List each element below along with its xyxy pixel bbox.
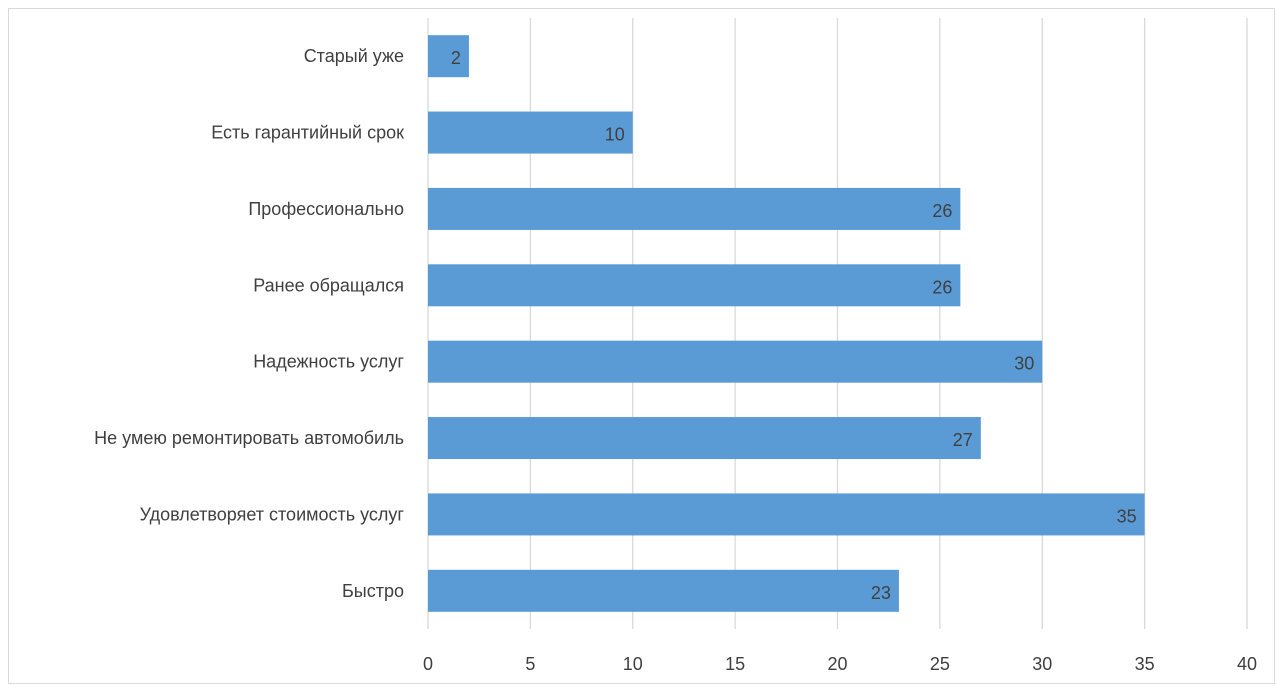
x-tick-label: 5 [525,654,535,674]
x-tick-label: 35 [1135,654,1155,674]
data-label: 35 [1117,506,1137,526]
x-tick-label: 40 [1237,654,1257,674]
category-label: Не умею ремонтировать автомобиль [94,428,404,448]
bar [428,340,1043,383]
grid-lines [427,18,1248,629]
data-label: 2 [451,48,461,68]
category-label: Профессионально [248,199,404,219]
data-label: 27 [953,430,973,450]
bar [428,264,961,307]
bar [428,493,1145,536]
chart-frame [8,8,1275,684]
x-tick-label: 15 [725,654,745,674]
x-tick-label: 0 [423,654,433,674]
x-tick-label: 25 [930,654,950,674]
x-tick-label: 30 [1032,654,1052,674]
bar [428,35,469,78]
bar [428,111,633,154]
bar [428,187,961,230]
category-label: Быстро [342,581,404,601]
category-label: Ранее обращался [253,275,404,295]
data-label: 26 [932,201,952,221]
category-label: Удовлетворяет стоимость услуг [140,504,405,524]
bars [428,35,1145,612]
x-tick-label: 10 [623,654,643,674]
category-label: Есть гарантийный срок [211,123,404,143]
data-label: 26 [932,277,952,297]
data-label: 30 [1014,354,1034,374]
labels: 0 5 10 15 20 25 30 35 40 Быстро 23 Удовлетворяет ст… [94,46,1257,674]
category-label: Надежность услуг [253,352,404,372]
x-tick-label: 20 [827,654,847,674]
data-label: 10 [605,125,625,145]
data-label: 23 [871,583,891,603]
bar [428,417,981,460]
bar [428,569,899,612]
category-label: Старый уже [304,46,404,66]
